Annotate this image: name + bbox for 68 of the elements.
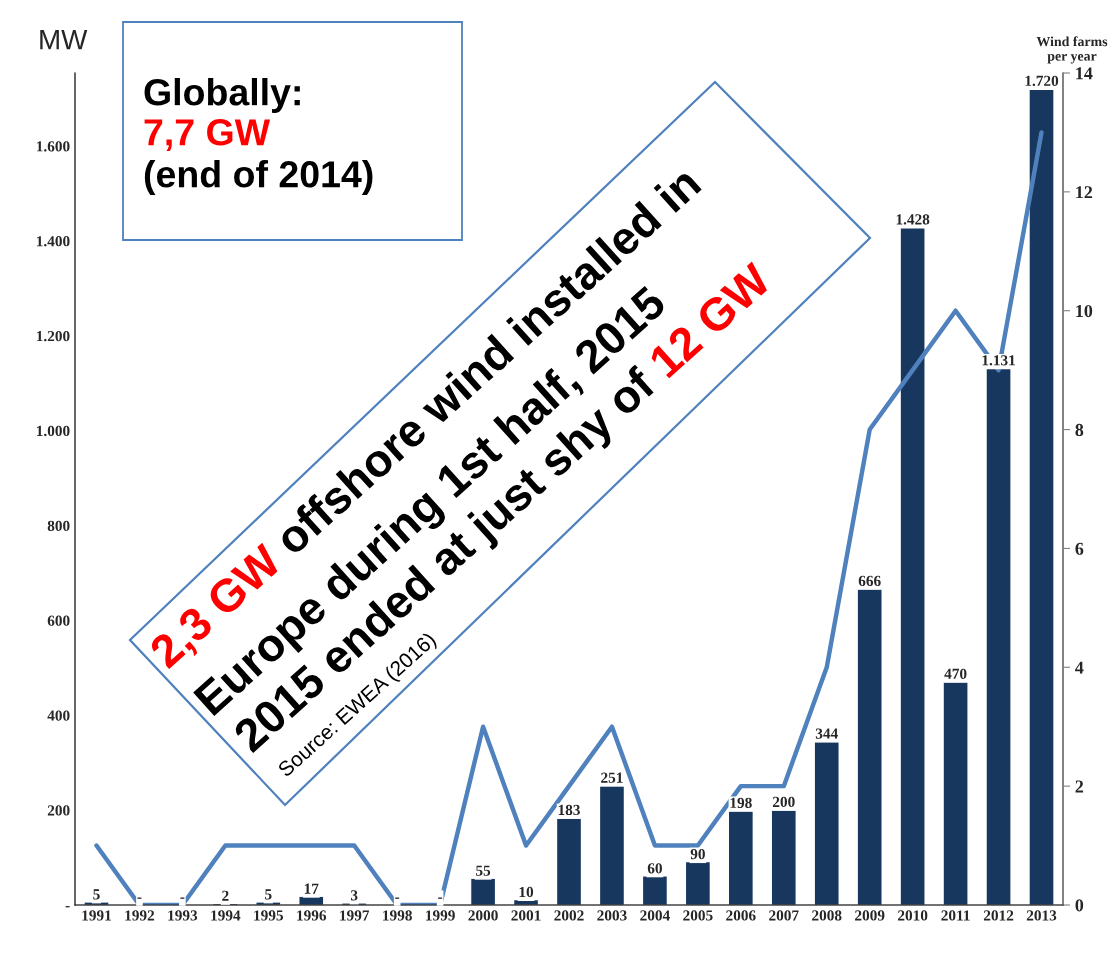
- data-label: 90: [690, 848, 705, 860]
- y2-axis-title: Wind farms per year: [1036, 36, 1108, 64]
- data-label: 470: [944, 668, 967, 679]
- data-label: -: [180, 897, 185, 899]
- x-tick-label: 2001: [511, 910, 541, 921]
- x-tick-label: 1996: [297, 910, 327, 921]
- y2-tick-label: 10: [1076, 304, 1093, 318]
- x-tick-label: 2008: [812, 910, 842, 921]
- x-tick-label: 1999: [426, 910, 455, 921]
- data-label: 1.131: [982, 355, 1015, 366]
- x-tick-label: 2009: [855, 910, 885, 921]
- data-label: 344: [815, 728, 838, 739]
- annotation: Globally:: [144, 78, 300, 113]
- y2-tick-label: 14: [1076, 67, 1093, 80]
- x-tick-label: 2010: [898, 910, 928, 921]
- y-tick-label: 200: [47, 805, 70, 816]
- y-tick-label: 1.400: [36, 236, 70, 247]
- annotation: 7,7 GW: [144, 118, 271, 151]
- x-tick-label: 1993: [168, 910, 198, 921]
- data-label: 198: [730, 797, 752, 808]
- x-tick-label: 2004: [640, 910, 670, 921]
- y-tick-label: 400: [47, 710, 70, 721]
- y-tick-label: 600: [47, 615, 70, 626]
- data-label: 55: [476, 865, 491, 876]
- y2-tick-label: 0: [1075, 899, 1084, 912]
- data-label: 2: [222, 890, 229, 901]
- data-label: 200: [772, 796, 795, 808]
- data-label: -: [395, 897, 400, 899]
- x-tick-label: 1994: [211, 910, 241, 921]
- y2-tick-label: 8: [1075, 423, 1084, 437]
- y2-tick-label: 2: [1075, 780, 1084, 793]
- x-tick-label: 2007: [769, 910, 799, 921]
- data-label: 1.428: [896, 214, 930, 225]
- data-label: 10: [519, 886, 534, 898]
- y2-tick-label: 6: [1075, 542, 1084, 555]
- x-tick-label: 2012: [983, 910, 1014, 921]
- data-label: 183: [558, 804, 580, 816]
- data-label: 60: [647, 863, 662, 874]
- y2-tick-label: 12: [1076, 186, 1093, 199]
- x-tick-label: 2006: [726, 910, 756, 921]
- y-tick-label: 1.600: [36, 141, 70, 152]
- x-tick-label: 2013: [1026, 910, 1057, 921]
- data-label: 5: [93, 889, 100, 900]
- y-axis-title: MW: [40, 30, 88, 50]
- y-tick-label: 1.200: [36, 330, 70, 342]
- data-label: 251: [601, 772, 623, 783]
- x-tick-label: 1992: [125, 910, 155, 921]
- x-tick-label: 2005: [683, 910, 713, 921]
- x-tick-label: 1998: [383, 910, 412, 921]
- data-label: 1.720: [1025, 75, 1059, 87]
- x-tick-label: 1997: [340, 910, 370, 921]
- y-tick-label: 1.000: [36, 425, 70, 437]
- data-label: 5: [265, 889, 272, 900]
- x-tick-label: 1995: [254, 910, 284, 921]
- x-tick-label: 2003: [597, 910, 627, 921]
- data-label: -: [137, 897, 142, 899]
- y2-tick-label: 4: [1075, 661, 1084, 674]
- annotation: (end of 2014): [144, 160, 373, 195]
- data-label: 3: [350, 890, 358, 901]
- data-label: 666: [858, 575, 881, 586]
- x-tick-label: 2000: [468, 910, 498, 921]
- y-tick-label: -: [65, 906, 70, 908]
- y-tick-label: 800: [47, 520, 70, 531]
- data-label: 17: [304, 883, 319, 894]
- x-tick-label: 2002: [554, 910, 584, 921]
- x-tick-label: 1991: [82, 910, 111, 921]
- data-label: -: [438, 897, 443, 899]
- x-tick-label: 2011: [941, 910, 970, 921]
